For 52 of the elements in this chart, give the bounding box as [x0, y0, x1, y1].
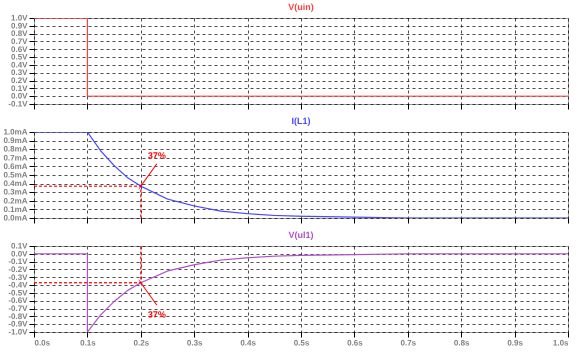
series-label: V(ul1) — [288, 230, 314, 240]
y-tick-label: 0.4mA — [3, 179, 28, 188]
y-tick-label: 0.0V — [11, 249, 28, 258]
text: V(uin) — [288, 2, 314, 12]
y-tick-label: -0.5V — [8, 288, 28, 298]
y-tick-label: 0.2mA — [3, 196, 28, 206]
y-tick-label: 0.1V — [11, 84, 28, 93]
y-tick-label: 0.2V — [11, 76, 28, 86]
x-tick-label: 0.2s — [134, 338, 150, 348]
y-tick-label: 0.0mA — [3, 214, 28, 222]
y-tick-label: -0.3V — [8, 272, 28, 282]
y-tick-label: -0.6V — [8, 296, 28, 306]
x-tick-label: 0.0s — [34, 338, 51, 348]
y-tick-label: -0.9V — [8, 320, 28, 329]
x-tick-label: 0.3s — [186, 338, 204, 348]
x-tick-label: 0.1s — [80, 338, 96, 348]
x-tick-label: 0.4s — [240, 338, 256, 348]
x-tick-label: 0.7s — [400, 338, 417, 348]
line-series — [34, 132, 568, 218]
y-tick-label: 1.0V — [11, 14, 28, 22]
y-tick-label: -0.2V — [8, 264, 28, 274]
y-tick-label: 0.5mA — [3, 170, 28, 180]
text: I(L1) — [292, 116, 310, 126]
y-tick-label: 0.7V — [11, 36, 28, 46]
y-tick-label: 0.6mA — [3, 162, 28, 171]
annotation: 37% — [148, 310, 166, 320]
y-tick-label: 0.4V — [11, 60, 28, 70]
y-tick-label: 0.8mA — [3, 144, 28, 154]
y-tick-label: -1.0V — [8, 328, 28, 336]
y-tick-label: -0.7V — [8, 304, 28, 314]
y-tick-label: 0.1mA — [3, 204, 28, 214]
y-tick-label: 0.9V — [11, 21, 28, 30]
x-tick-label: 0.5s — [294, 338, 310, 348]
x-tick-label: 1.0s — [552, 338, 570, 348]
y-tick-label: 0.3mA — [3, 188, 28, 197]
x-tick-label: 0.9s — [507, 338, 524, 348]
y-tick-label: -0.4V — [8, 280, 28, 290]
y-tick-label: 0.9mA — [3, 136, 28, 146]
y-tick-label: 0.5V — [11, 52, 28, 62]
y-tick-label: 0.8V — [11, 29, 28, 38]
y-tick-label: 1.0mA — [3, 128, 28, 136]
y-tick-label: 0.1V — [11, 242, 28, 250]
y-tick-label: 0.7mA — [3, 153, 28, 162]
y-tick-label: 0.0V — [11, 92, 28, 101]
y-tick-label: 0.3V — [11, 68, 28, 78]
x-tick-label: 0.8s — [454, 338, 470, 348]
x-tick-label: 0.6s — [347, 338, 364, 348]
annotation: 37% — [148, 150, 166, 160]
y-tick-label: -0.1V — [8, 257, 28, 266]
y-tick-label: 0.6V — [11, 44, 28, 54]
y-tick-label: -0.1V — [8, 100, 28, 108]
y-tick-label: -0.8V — [8, 312, 28, 321]
